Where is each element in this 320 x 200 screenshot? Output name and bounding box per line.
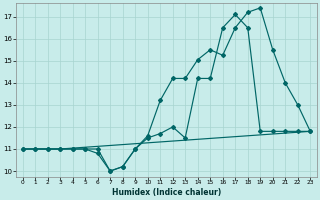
X-axis label: Humidex (Indice chaleur): Humidex (Indice chaleur) [112, 188, 221, 197]
